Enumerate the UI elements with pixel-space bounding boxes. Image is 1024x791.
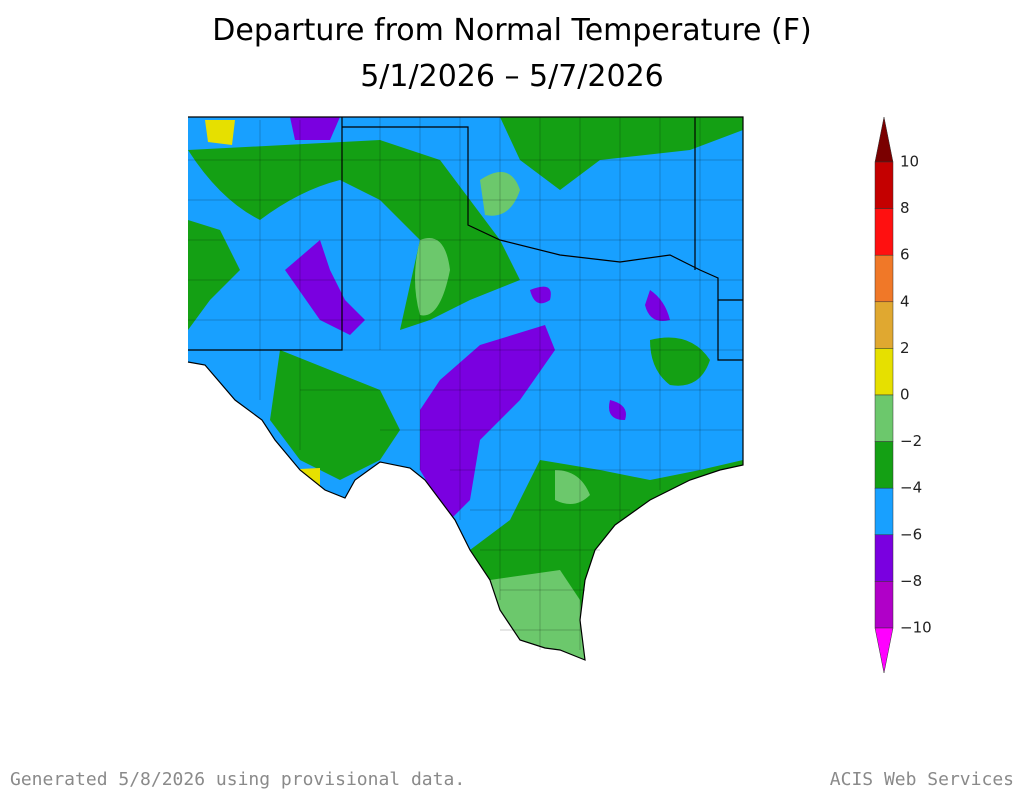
legend-label: −6	[900, 525, 922, 543]
region-minus-2-4	[188, 220, 240, 330]
region-minus-6-8	[530, 286, 670, 420]
region-0-minus-2	[555, 470, 590, 504]
legend-label: −10	[900, 619, 932, 637]
legend-box	[874, 301, 894, 349]
legend-arrow	[874, 627, 894, 674]
legend-box	[874, 581, 894, 629]
legend-box	[874, 441, 894, 489]
legend-box	[874, 534, 894, 582]
map	[187, 116, 744, 661]
legend-label: 6	[900, 246, 910, 264]
footer-left: Generated 5/8/2026 using provisional dat…	[10, 769, 465, 790]
county-lines	[188, 117, 743, 650]
legend-label: 2	[900, 339, 910, 357]
legend-box	[874, 487, 894, 536]
legend-label: −8	[900, 572, 922, 590]
legend-box	[874, 394, 894, 442]
legend-box	[874, 348, 894, 396]
footer-right: ACIS Web Services	[830, 769, 1014, 790]
legend-label: 0	[900, 386, 910, 404]
legend-box	[874, 254, 894, 303]
legend-arrow	[874, 116, 894, 163]
legend-box	[874, 208, 894, 256]
legend-box	[874, 161, 894, 209]
legend: 10 8 6 4 2 0 −2 −4 −6 −8 −10	[874, 116, 932, 674]
title-line-2: 5/1/2026 – 5/7/2026	[360, 59, 664, 94]
region-2-0	[280, 468, 320, 490]
legend-label: −4	[900, 479, 922, 497]
title-line-1: Departure from Normal Temperature (F)	[212, 13, 811, 48]
region-outline	[187, 116, 744, 661]
legend-label: 10	[900, 153, 919, 171]
region-minus-6-8	[420, 325, 555, 520]
region-minus-6-8	[290, 117, 340, 140]
legend-label: 8	[900, 199, 910, 217]
region-minus-2-4	[270, 350, 400, 480]
region-0-minus-2	[490, 570, 585, 660]
region-minus-2-4	[188, 117, 743, 190]
legend-label: −2	[900, 432, 922, 450]
region-minus-6-8	[285, 240, 365, 335]
region-2-0	[205, 120, 235, 145]
legend-label: 4	[900, 292, 910, 310]
region-0-minus-2	[415, 238, 450, 316]
region-minus-2-4	[650, 337, 710, 386]
